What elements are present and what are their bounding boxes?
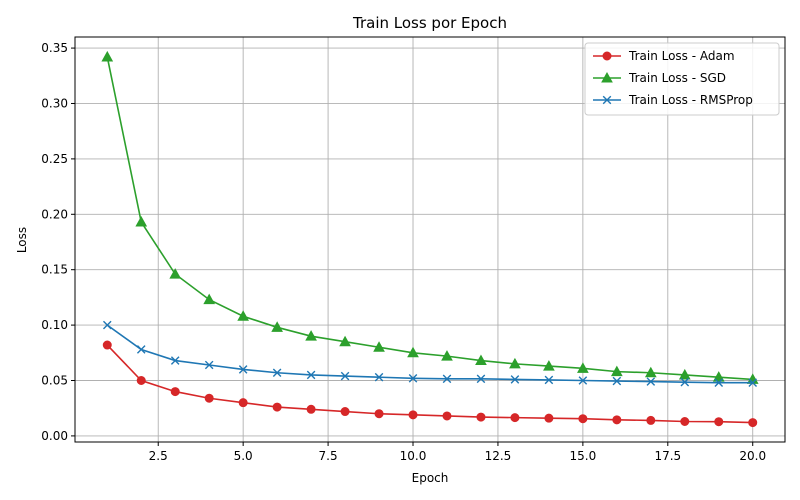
data-point-sgd xyxy=(373,341,385,352)
x-tick-label: 15.0 xyxy=(570,449,597,463)
data-point-adam xyxy=(136,376,146,386)
series-line-adam xyxy=(106,344,753,424)
legend-marker xyxy=(602,51,612,61)
data-point-sgd xyxy=(475,354,487,366)
data-point-adam xyxy=(272,402,282,412)
data-point-sgd xyxy=(339,335,351,347)
data-point-adam xyxy=(544,413,554,423)
data-point-rmsprop xyxy=(442,374,452,384)
data-point-rmsprop xyxy=(374,372,384,382)
legend-entry-adam: Train Loss - Adam xyxy=(593,49,735,63)
series-line-rmsprop xyxy=(106,324,753,384)
data-point-rmsprop xyxy=(238,365,248,374)
legend-marker xyxy=(602,95,612,105)
data-point-sgd xyxy=(610,365,623,377)
legend-marker xyxy=(601,71,613,83)
data-point-sgd xyxy=(135,216,148,227)
data-point-rmsprop xyxy=(340,371,350,381)
legend-label: Train Loss - Adam xyxy=(628,49,735,63)
data-point-sgd xyxy=(712,371,725,382)
data-point-adam xyxy=(612,415,622,425)
data-point-adam xyxy=(442,411,452,421)
chart-title: Train Loss por Epoch xyxy=(352,14,507,32)
legend-entry-rmsprop: Train Loss - RMSProp xyxy=(593,93,753,107)
x-tick-label: 2.5 xyxy=(149,449,168,463)
data-point-rmsprop xyxy=(408,373,418,383)
data-point-sgd xyxy=(543,360,555,371)
data-point-adam xyxy=(578,414,588,424)
legend-box xyxy=(584,42,780,116)
data-point-sgd xyxy=(644,366,657,378)
data-point-adam xyxy=(510,413,520,423)
data-point-adam xyxy=(646,415,656,425)
data-point-rmsprop xyxy=(136,345,146,354)
y-tick-label: 0.35 xyxy=(41,41,68,55)
y-tick-label: 0.25 xyxy=(41,152,68,166)
series-layer xyxy=(101,50,759,428)
data-point-rmsprop xyxy=(102,320,112,330)
data-point-adam xyxy=(238,398,248,408)
data-point-adam xyxy=(714,417,724,427)
data-point-rmsprop xyxy=(612,376,622,386)
data-point-adam xyxy=(476,412,486,422)
data-point-sgd xyxy=(203,293,216,305)
data-point-rmsprop xyxy=(510,375,520,384)
legend: Train Loss - Adam Train Loss - SGD Train L… xyxy=(584,42,780,116)
data-point-adam xyxy=(170,387,180,397)
data-point-sgd xyxy=(509,357,521,369)
data-point-rmsprop xyxy=(272,368,282,378)
data-point-sgd xyxy=(577,362,589,373)
data-point-adam xyxy=(102,340,112,350)
y-tick-label: 0.30 xyxy=(41,96,68,110)
data-point-rmsprop xyxy=(748,378,758,388)
data-point-sgd xyxy=(407,346,419,358)
y-axis-label: Loss xyxy=(15,227,29,253)
legend-entry-sgd: Train Loss - SGD xyxy=(593,71,726,85)
y-tick-label: 0.00 xyxy=(41,429,68,443)
y-tick-label: 0.20 xyxy=(41,207,68,221)
data-point-adam xyxy=(204,393,214,403)
data-point-adam xyxy=(340,407,350,417)
data-point-sgd xyxy=(441,350,453,361)
data-point-rmsprop xyxy=(306,370,316,380)
data-point-adam xyxy=(680,417,690,427)
data-point-adam xyxy=(374,409,384,419)
y-tick-label: 0.10 xyxy=(41,318,68,332)
legend-label: Train Loss - RMSProp xyxy=(628,93,753,107)
data-point-sgd xyxy=(237,310,250,321)
data-point-sgd xyxy=(305,330,317,341)
data-point-sgd xyxy=(101,50,114,62)
x-tick-label: 17.5 xyxy=(654,449,681,463)
data-point-rmsprop xyxy=(646,377,656,386)
data-point-adam xyxy=(748,418,758,428)
x-tick-label: 5.0 xyxy=(234,449,253,463)
data-point-rmsprop xyxy=(578,376,588,385)
data-point-rmsprop xyxy=(170,356,180,365)
y-tick-label: 0.15 xyxy=(41,263,68,277)
data-point-sgd xyxy=(678,368,691,380)
data-point-rmsprop xyxy=(204,360,214,370)
data-point-adam xyxy=(306,404,316,414)
plot-frame xyxy=(74,36,786,443)
x-tick-label: 7.5 xyxy=(319,449,338,463)
x-tick-label: 12.5 xyxy=(485,449,512,463)
data-point-rmsprop xyxy=(714,378,724,388)
data-point-rmsprop xyxy=(680,377,690,387)
series-rmsprop xyxy=(102,320,758,388)
x-axis-label: Epoch xyxy=(412,471,449,485)
data-point-sgd xyxy=(169,268,182,279)
series-line-sgd xyxy=(106,56,753,381)
legend-label: Train Loss - SGD xyxy=(628,71,726,85)
data-point-adam xyxy=(408,410,418,420)
data-point-rmsprop xyxy=(544,375,554,385)
y-tick-label: 0.05 xyxy=(41,374,68,388)
x-tick-label: 20.0 xyxy=(739,449,766,463)
x-tick-label: 10.0 xyxy=(400,449,427,463)
data-point-rmsprop xyxy=(476,374,486,384)
data-point-sgd xyxy=(271,321,283,332)
ticks-layer: 2.5 5.0 7.5 10.0 12.5 15.0 17.5 20.0 0.00 0.05 0.1… xyxy=(41,41,766,463)
series-adam xyxy=(102,340,758,428)
